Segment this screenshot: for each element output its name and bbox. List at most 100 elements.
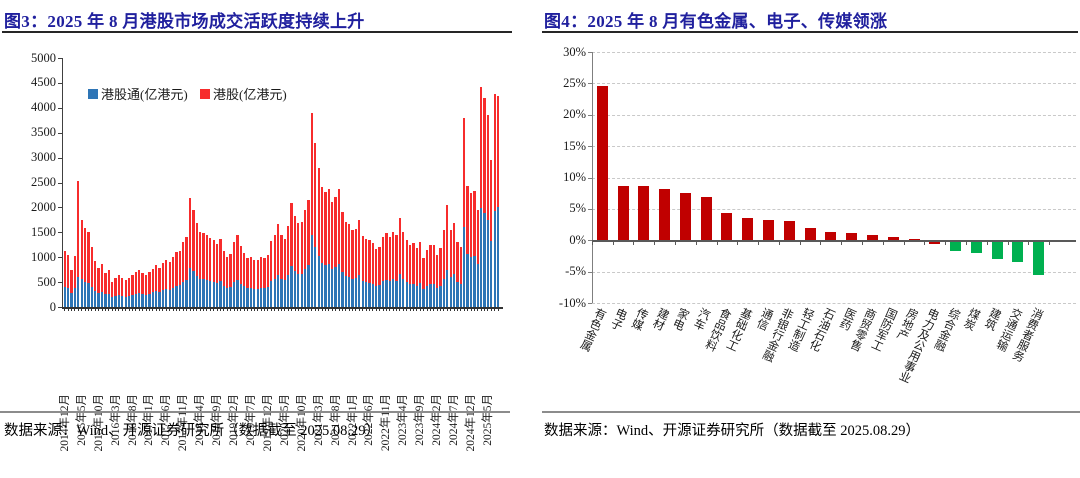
- sector-bar: [991, 241, 1003, 259]
- y-axis-line: [62, 58, 63, 307]
- y-tick-label: 2500: [31, 175, 56, 189]
- hk-market-bar: [375, 248, 378, 307]
- x-tick: [314, 308, 316, 311]
- x-tick: [142, 308, 144, 311]
- y-tick: [588, 271, 592, 273]
- x-tick: [433, 308, 435, 311]
- sector-bar: [887, 237, 899, 241]
- x-tick: [799, 241, 801, 245]
- southbound-bar: [364, 282, 368, 307]
- y-tick: [588, 240, 592, 242]
- southbound-bar: [100, 291, 104, 307]
- southbound-bar: [124, 296, 127, 307]
- southbound-bar: [290, 266, 293, 307]
- southbound-bar: [253, 289, 256, 307]
- x-tick: [416, 308, 418, 311]
- y-tick: [58, 257, 62, 259]
- x-tick-label: 2023年4月: [397, 394, 410, 446]
- y-tick: [58, 157, 62, 159]
- hk-market-bar: [219, 238, 222, 307]
- hk-market-bar: [226, 256, 229, 307]
- southbound-bar: [127, 295, 131, 307]
- x-tick: [176, 308, 178, 311]
- southbound-bar: [104, 294, 107, 307]
- hk-market-bar: [151, 268, 154, 307]
- x-tick: [257, 308, 259, 311]
- x-tick: [477, 308, 479, 311]
- hk-market-bar: [293, 215, 297, 307]
- hk-market-bar: [155, 264, 158, 307]
- sector-bar: [783, 221, 795, 241]
- x-tick: [247, 308, 249, 311]
- x-tick: [84, 308, 86, 311]
- hk-market-bar: [134, 271, 137, 307]
- x-tick: [497, 308, 499, 311]
- southbound-bar: [205, 279, 209, 307]
- southbound-bar: [351, 278, 354, 307]
- figure4-title-rule: [542, 31, 1078, 33]
- x-tick: [331, 308, 333, 311]
- x-tick: [324, 308, 326, 311]
- sector-bar: [721, 212, 733, 241]
- hk-market-bar: [131, 274, 134, 307]
- x-tick: [924, 241, 926, 245]
- hk-market-bar: [141, 273, 144, 307]
- southbound-legend-swatch: [88, 88, 98, 99]
- y-tick: [58, 107, 62, 109]
- x-tick: [612, 241, 614, 245]
- hk-market-bar: [297, 222, 300, 307]
- x-tick: [365, 308, 367, 311]
- hk-market-bar: [456, 241, 459, 307]
- southbound-bar: [412, 283, 415, 307]
- southbound-bar: [165, 288, 168, 307]
- x-tick: [233, 308, 235, 311]
- hk-market-bar: [121, 278, 124, 307]
- hk-market-bar: [63, 251, 66, 307]
- x-tick: [189, 308, 191, 311]
- gridline: [592, 208, 1076, 210]
- x-tick: [494, 308, 496, 311]
- hk-market-bar: [232, 241, 236, 307]
- southbound-bar: [354, 278, 358, 307]
- x-tick: [148, 308, 150, 311]
- southbound-bar: [94, 290, 97, 307]
- x-category-label: 建材: [649, 305, 671, 332]
- y-tick-label: 30%: [563, 44, 586, 59]
- southbound-bar: [249, 287, 253, 307]
- sector-bar: [659, 189, 671, 241]
- x-tick-label: 2024年12月: [465, 394, 478, 452]
- x-tick: [243, 308, 245, 311]
- hk-market-bar: [273, 235, 276, 307]
- x-tick-label: 2022年11月: [380, 394, 393, 452]
- hk-market-bar: [459, 246, 462, 307]
- x-tick: [695, 241, 697, 245]
- x-category-label: 传媒: [628, 305, 650, 332]
- legend-item-southbound: 港股通(亿港元): [88, 84, 188, 103]
- x-tick: [318, 308, 320, 311]
- sector-bar: [970, 241, 982, 254]
- southbound-bar: [212, 281, 215, 307]
- x-tick: [446, 308, 448, 311]
- hk-market-bar: [236, 235, 239, 307]
- y-tick-label: 1500: [31, 224, 56, 239]
- x-tick: [152, 308, 154, 311]
- x-tick: [172, 308, 174, 311]
- x-tick: [633, 241, 635, 245]
- figure3-source-note: 数据来源：Wind、开源证券研究所（数据截至 2025.08.29）: [4, 423, 381, 439]
- x-tick: [115, 308, 117, 311]
- sector-bar: [638, 186, 650, 241]
- southbound-bar: [270, 281, 273, 307]
- x-tick: [460, 308, 462, 311]
- x-tick: [274, 308, 276, 311]
- x-tick: [108, 308, 110, 311]
- southbound-bar: [476, 264, 479, 307]
- x-tick: [338, 308, 340, 311]
- southbound-bar: [226, 287, 229, 307]
- x-tick: [1049, 241, 1051, 245]
- hk-market-bar: [398, 217, 402, 307]
- southbound-bar: [202, 279, 205, 307]
- x-tick: [260, 308, 262, 311]
- x-tick: [965, 241, 967, 245]
- gridline: [592, 52, 1076, 53]
- hk-market-bar: [412, 243, 415, 307]
